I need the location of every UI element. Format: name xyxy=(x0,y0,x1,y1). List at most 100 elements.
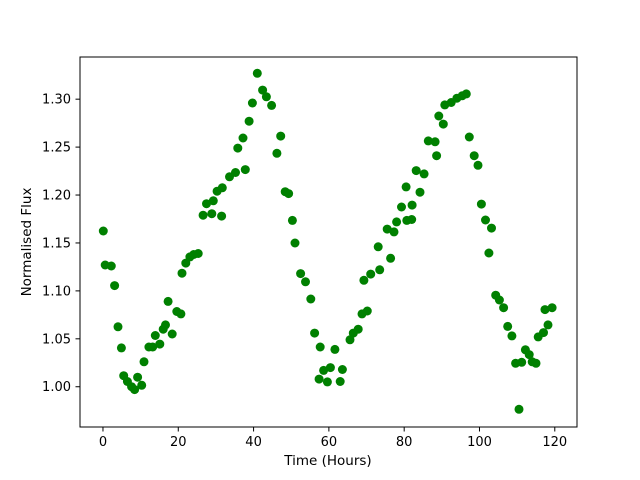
data-point xyxy=(438,119,448,129)
data-point xyxy=(139,357,149,367)
data-point xyxy=(353,324,363,334)
x-tick-label: 40 xyxy=(245,435,262,450)
data-point xyxy=(507,331,517,341)
data-point xyxy=(366,269,376,279)
data-point xyxy=(494,295,504,305)
data-point xyxy=(198,210,208,220)
data-point xyxy=(106,261,116,271)
data-point xyxy=(375,265,385,275)
data-point xyxy=(473,160,483,170)
data-points xyxy=(98,68,557,414)
data-point xyxy=(373,242,383,252)
data-point xyxy=(267,100,277,110)
data-point xyxy=(130,385,140,395)
data-point xyxy=(335,377,345,386)
data-point xyxy=(207,209,217,219)
data-point xyxy=(481,215,490,225)
data-point xyxy=(392,217,402,227)
y-tick-label: 1.05 xyxy=(42,332,71,347)
data-point xyxy=(287,215,297,225)
data-point xyxy=(322,377,332,387)
data-point xyxy=(503,321,513,331)
data-point xyxy=(386,253,396,263)
data-point xyxy=(539,328,548,338)
data-point xyxy=(464,132,474,142)
data-point xyxy=(362,306,372,316)
data-point xyxy=(231,168,240,177)
data-point xyxy=(434,111,444,121)
data-point xyxy=(148,342,158,352)
data-point xyxy=(177,268,187,278)
data-point xyxy=(484,248,494,258)
data-point xyxy=(238,133,248,143)
data-point xyxy=(543,320,553,330)
data-point xyxy=(155,339,165,349)
data-point xyxy=(161,320,170,330)
data-point xyxy=(524,350,534,360)
data-point xyxy=(517,357,527,367)
data-point xyxy=(113,322,123,332)
x-tick-label: 80 xyxy=(396,435,413,450)
data-point xyxy=(432,151,442,161)
y-axis-label: Normalised Flux xyxy=(19,188,35,297)
data-point xyxy=(176,309,186,319)
data-point xyxy=(469,151,479,161)
data-point xyxy=(430,137,440,147)
data-point xyxy=(261,92,271,102)
data-point xyxy=(233,143,243,153)
data-point xyxy=(540,305,550,315)
data-point xyxy=(397,202,406,212)
data-point xyxy=(319,365,329,375)
data-point xyxy=(547,303,557,313)
data-point xyxy=(150,331,160,340)
data-point xyxy=(296,269,306,279)
data-point xyxy=(217,211,227,221)
data-point xyxy=(389,227,399,237)
x-axis-ticks: 0 20 40 60 80 100 120 xyxy=(99,427,567,450)
data-point xyxy=(314,374,324,384)
data-point xyxy=(531,358,541,368)
data-point xyxy=(345,335,355,345)
data-point xyxy=(423,136,433,146)
data-point xyxy=(244,116,254,126)
y-tick-label: 1.30 xyxy=(42,93,71,108)
data-point xyxy=(514,404,524,414)
data-point xyxy=(133,372,143,382)
data-point xyxy=(276,131,286,141)
data-point xyxy=(163,296,173,306)
data-point xyxy=(217,183,227,193)
data-point xyxy=(110,281,120,291)
data-point xyxy=(382,224,392,234)
data-point xyxy=(258,85,268,95)
data-point xyxy=(476,199,486,209)
data-point xyxy=(419,169,429,179)
data-point xyxy=(330,344,340,354)
data-point xyxy=(306,294,316,304)
data-point xyxy=(407,200,417,210)
data-point xyxy=(415,187,425,197)
data-point xyxy=(167,329,177,339)
data-point xyxy=(315,342,325,352)
data-point xyxy=(310,328,320,338)
x-tick-label: 20 xyxy=(170,435,187,450)
data-point xyxy=(359,275,369,285)
data-point xyxy=(240,165,250,175)
data-point xyxy=(202,199,211,209)
data-point xyxy=(499,303,509,313)
data-point xyxy=(116,343,126,353)
data-point xyxy=(461,89,471,99)
data-point xyxy=(208,196,218,206)
data-point xyxy=(411,166,421,176)
x-axis-label: Time (Hours) xyxy=(283,453,371,469)
data-point xyxy=(487,223,496,233)
data-point xyxy=(137,380,147,390)
data-point xyxy=(98,226,108,236)
data-point xyxy=(247,98,257,108)
data-point xyxy=(193,249,203,258)
data-point xyxy=(407,215,417,224)
x-tick-label: 0 xyxy=(99,435,107,450)
y-tick-label: 1.25 xyxy=(42,141,71,156)
data-point xyxy=(401,182,411,192)
